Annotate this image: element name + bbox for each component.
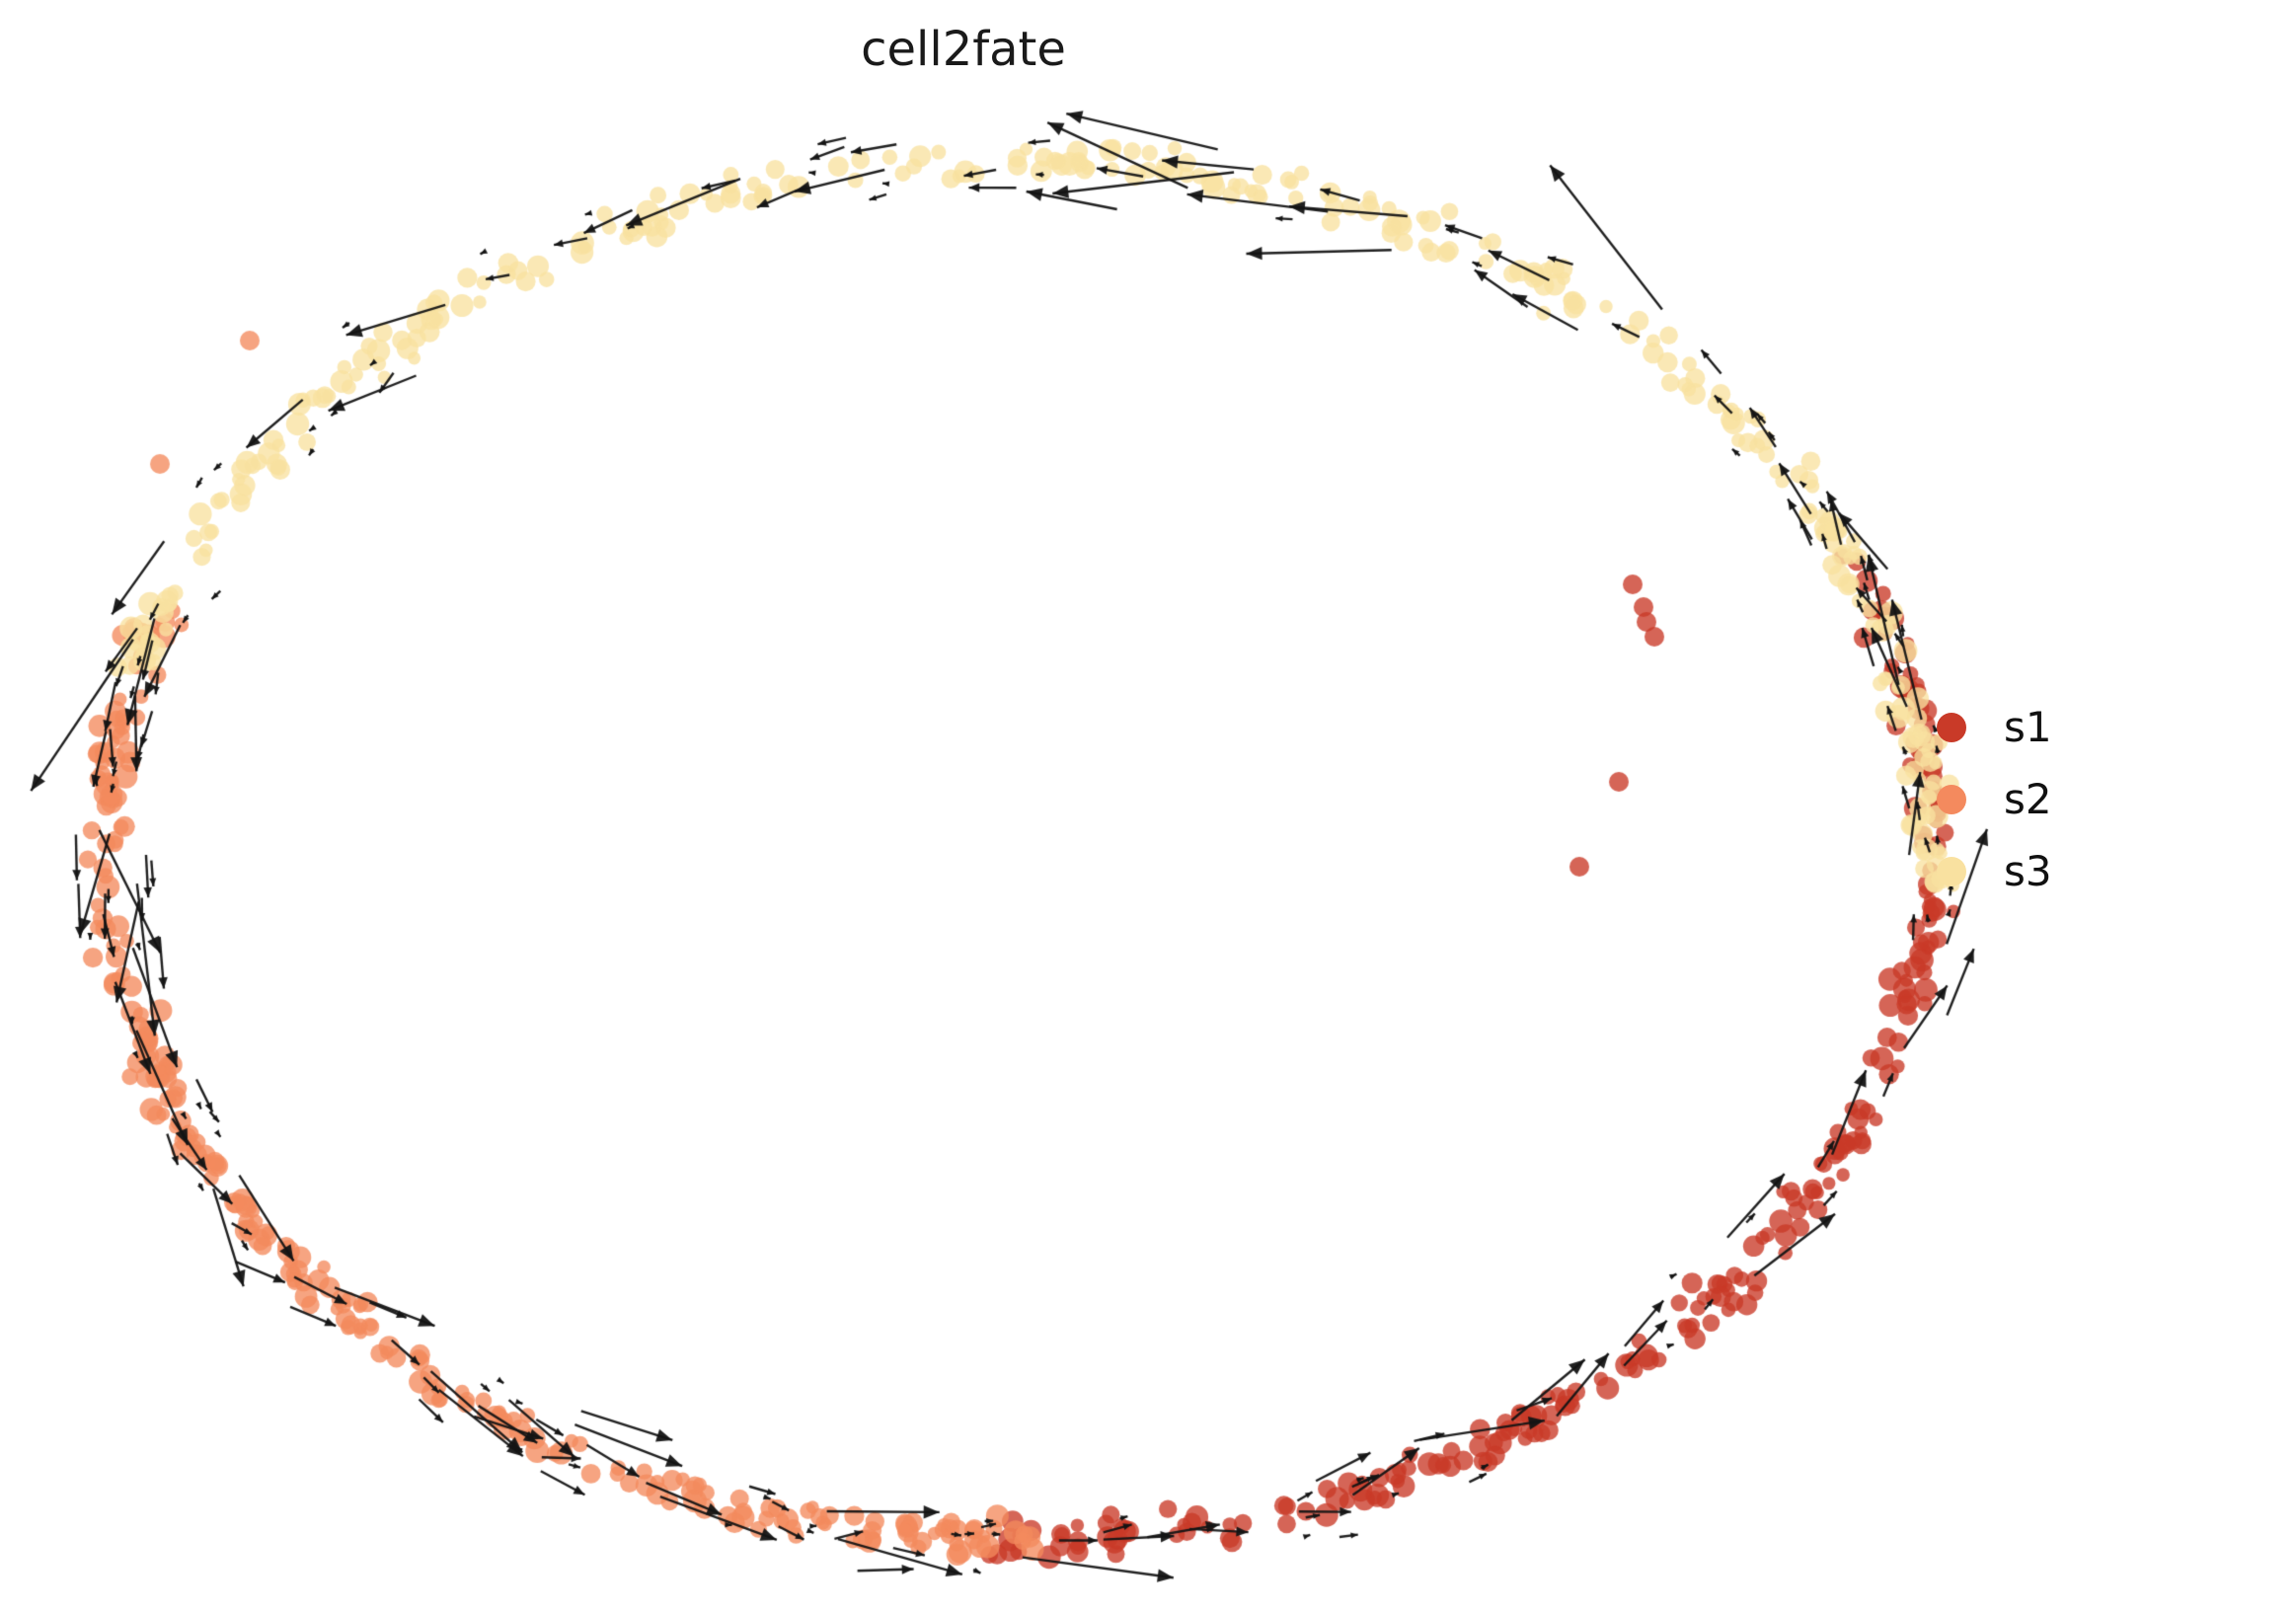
legend: s1 s2 s3: [1937, 691, 2052, 907]
legend-dot-s2: [1937, 784, 1966, 814]
legend-dot-s3: [1937, 856, 1966, 886]
chart-title: cell2fate: [861, 22, 1066, 77]
legend-item-s1: s1: [1937, 691, 2052, 763]
legend-item-s2: s2: [1937, 763, 2052, 835]
legend-dot-s1: [1937, 712, 1966, 742]
legend-item-s3: s3: [1937, 835, 2052, 907]
legend-label-s1: s1: [2004, 702, 2052, 751]
legend-label-s3: s3: [2004, 846, 2052, 895]
legend-label-s2: s2: [2004, 774, 2052, 823]
